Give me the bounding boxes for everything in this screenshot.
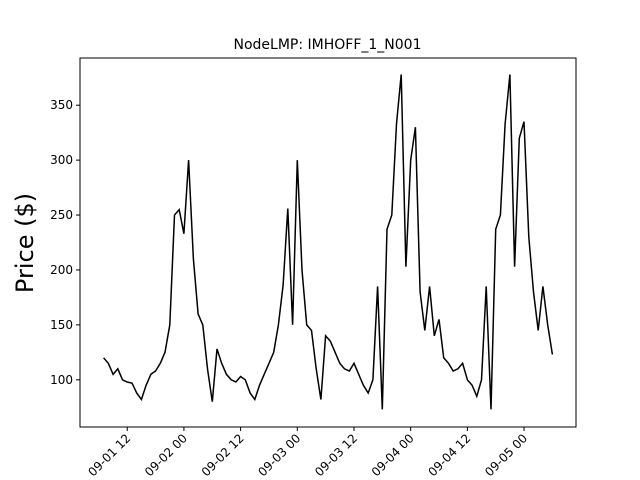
y-tick-label: 150 xyxy=(50,318,73,332)
y-tick-label: 200 xyxy=(50,263,73,277)
chart-title: NodeLMP: IMHOFF_1_N001 xyxy=(234,37,422,53)
plot-frame xyxy=(79,57,577,428)
y-tick-label: 100 xyxy=(50,373,73,387)
y-tick-label: 250 xyxy=(50,208,73,222)
y-tick-label: 350 xyxy=(50,98,73,112)
y-tick-label: 300 xyxy=(50,153,73,167)
y-axis-label: Price ($) xyxy=(11,193,39,293)
series-line xyxy=(103,74,554,410)
